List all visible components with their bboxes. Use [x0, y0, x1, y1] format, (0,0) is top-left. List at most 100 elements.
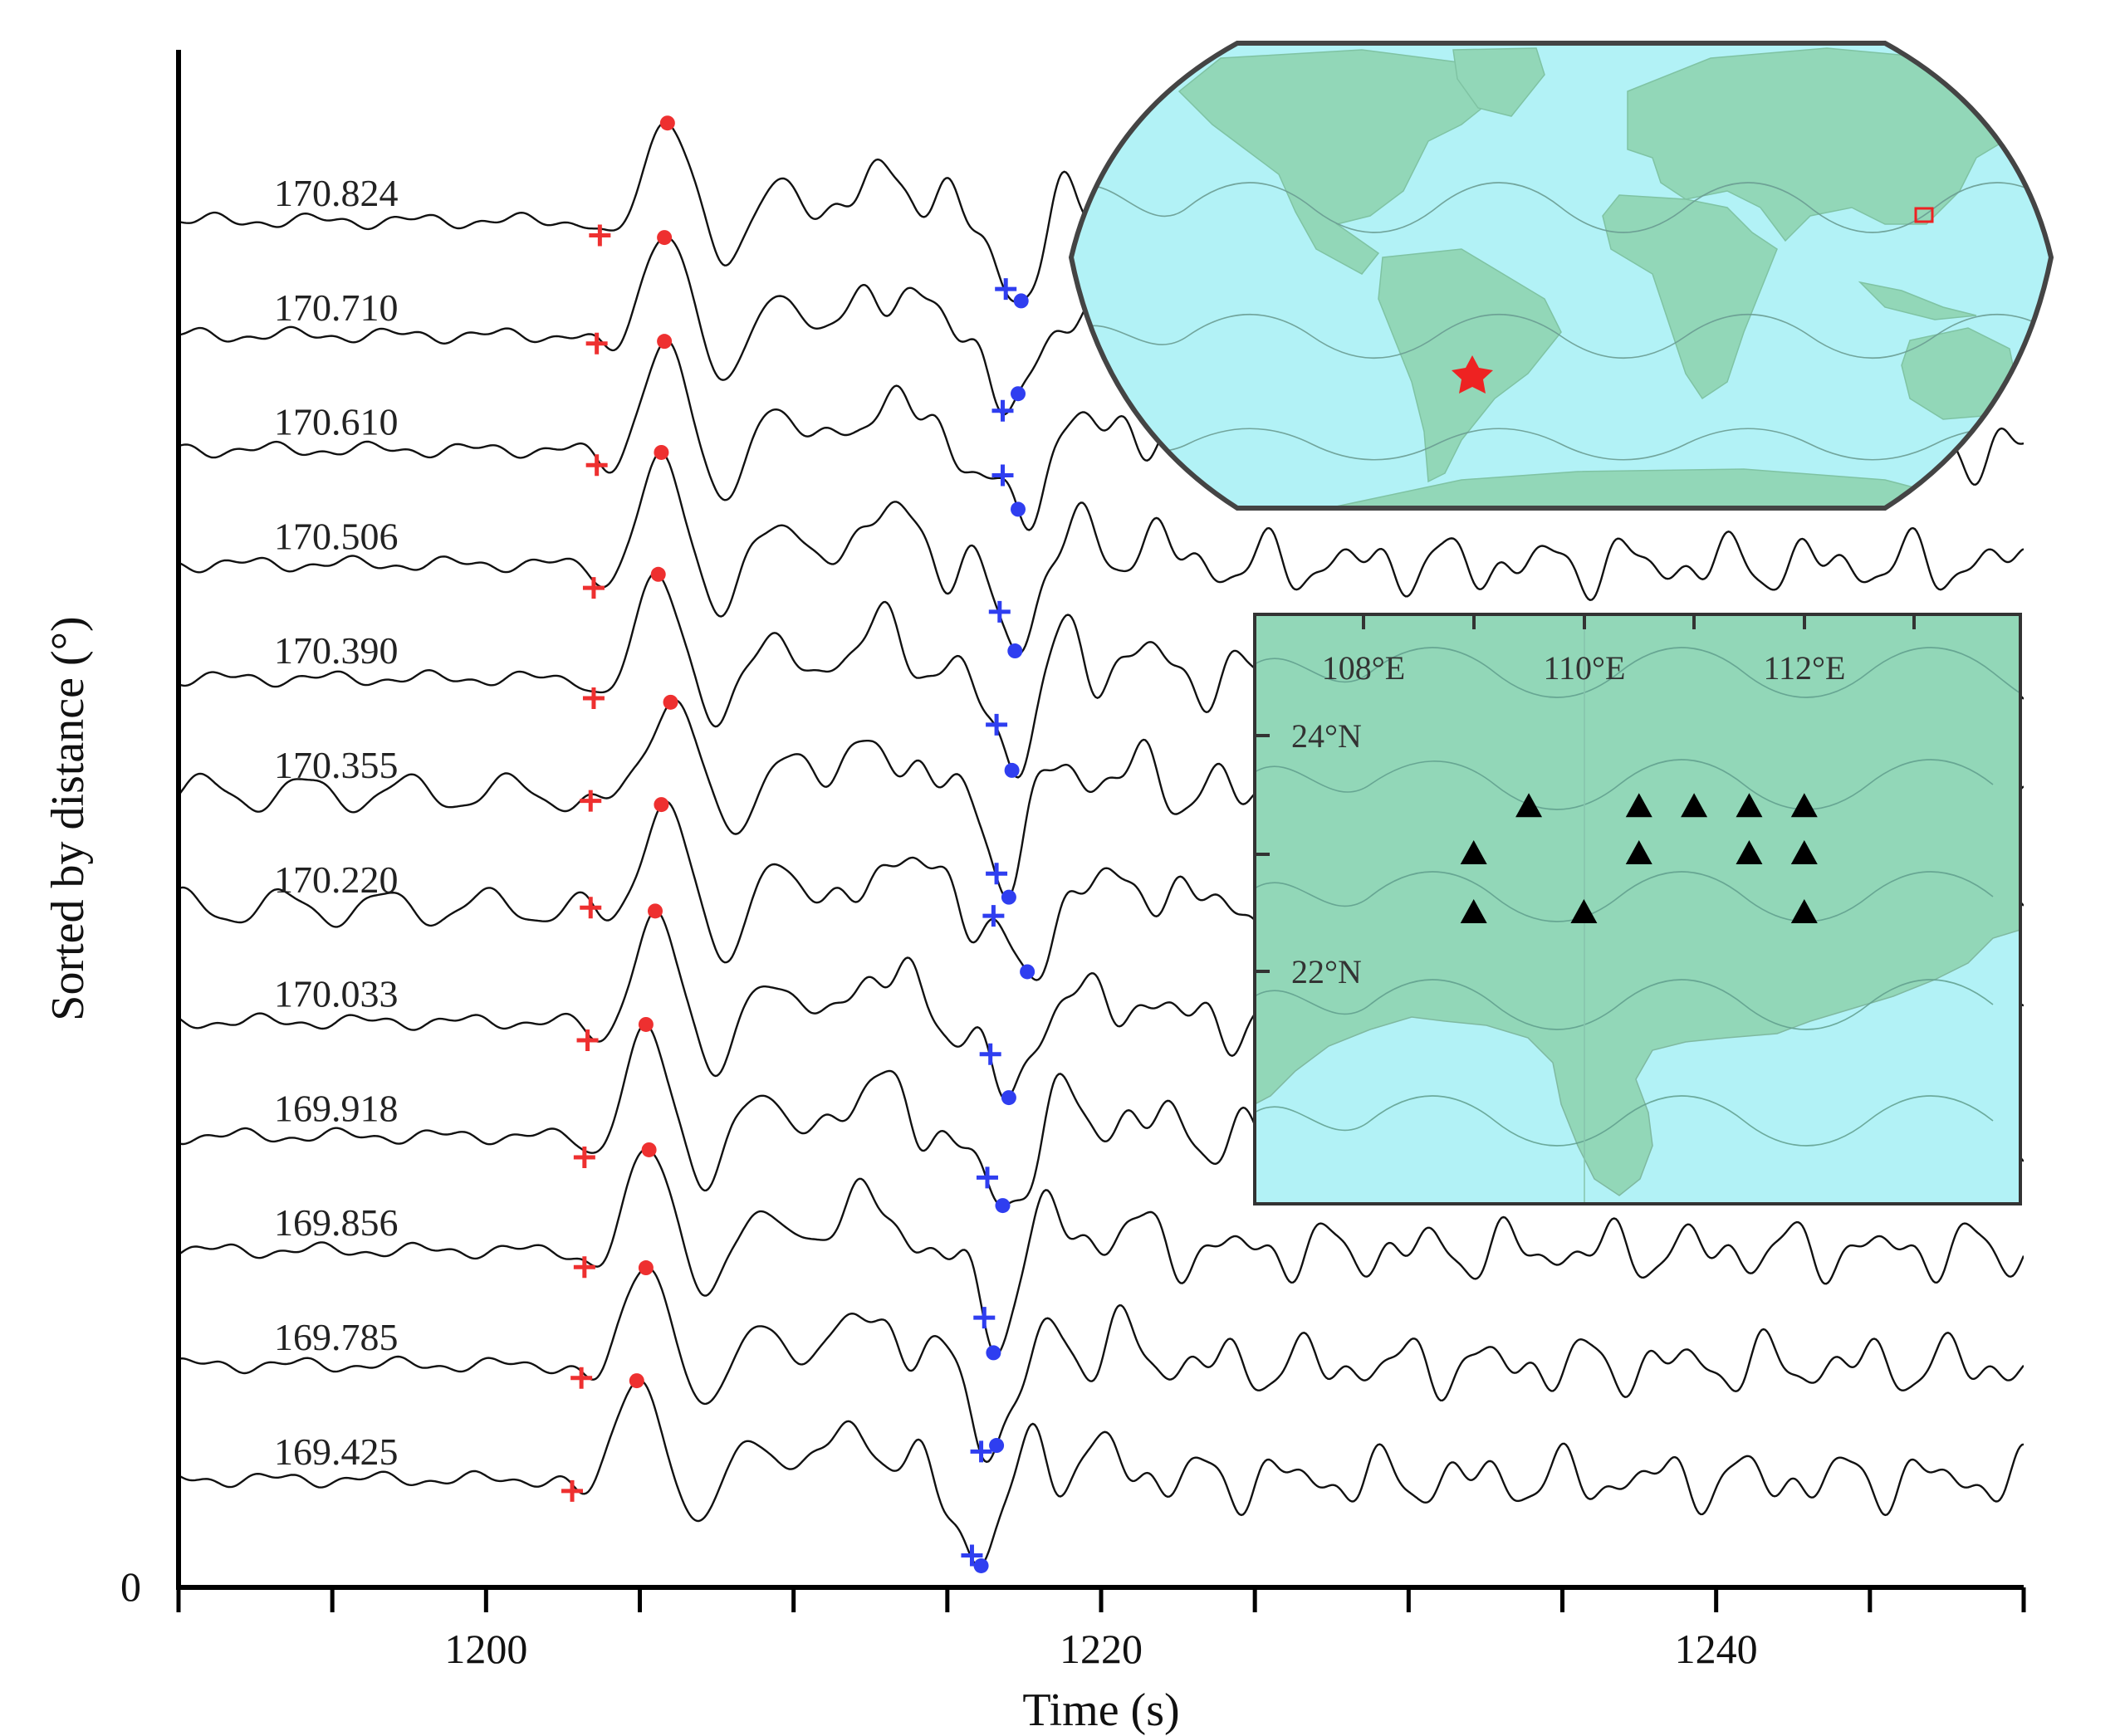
distance-label-169.918: 169.918: [274, 1087, 399, 1129]
blue-trough-marker: [1004, 762, 1020, 778]
x-tick-label-1220: 1220: [1060, 1626, 1143, 1672]
y-tick-label-0: 0: [120, 1563, 141, 1610]
blue-pick-marker: [979, 1043, 1001, 1065]
station-triangle-icon: [1460, 899, 1487, 923]
trace-line-169.856: [179, 1148, 2024, 1356]
red-peak-marker: [657, 334, 673, 350]
blue-trough-marker: [1001, 1090, 1016, 1106]
indonesia-shape: [1858, 281, 1977, 320]
blue-pick-marker: [982, 905, 1005, 927]
station-triangle-icon: [1681, 793, 1708, 818]
lat-label-22: 22°N: [1291, 953, 1362, 990]
distance-label-170.824: 170.824: [274, 172, 399, 214]
blue-trough-marker: [1013, 293, 1029, 309]
blue-pick-marker: [961, 1544, 983, 1567]
africa-shape: [1602, 194, 1778, 400]
blue-pick-marker: [976, 1166, 998, 1189]
blue-pick-marker: [995, 278, 1017, 301]
blue-trough-marker: [973, 1558, 989, 1573]
world-map-inset: [1068, 41, 2054, 511]
distance-label-169.856: 169.856: [274, 1201, 399, 1244]
study-region-box-icon: [1914, 207, 1934, 223]
blue-trough-marker: [1011, 386, 1026, 402]
red-peak-marker: [650, 566, 666, 582]
red-peak-marker: [654, 797, 669, 813]
station-triangle-icon: [1625, 793, 1652, 818]
red-pick-marker: [585, 332, 608, 355]
x-axis-title: Time (s): [1022, 1685, 1179, 1736]
station-triangle-icon: [1736, 840, 1763, 864]
blue-trough-marker: [1007, 643, 1023, 659]
earthquake-star-icon: [1452, 355, 1493, 394]
red-pick-marker: [580, 897, 602, 919]
lon-label-110: 110°E: [1544, 649, 1626, 687]
red-peak-marker: [659, 115, 675, 131]
blue-trough-marker: [986, 1345, 1001, 1361]
station-triangle-icon: [1736, 793, 1763, 818]
trace-line-169.785: [179, 1266, 2024, 1464]
station-markers: [1460, 793, 1818, 923]
station-triangle-icon: [1460, 840, 1487, 864]
distance-label-170.710: 170.710: [274, 286, 399, 329]
red-pick-marker: [585, 454, 608, 477]
greenland-shape: [1452, 47, 1545, 117]
red-pick-marker: [561, 1479, 584, 1502]
blue-pick-marker: [988, 600, 1011, 623]
x-tick-label-1200: 1200: [444, 1626, 527, 1672]
red-peak-marker: [654, 444, 669, 460]
lat-label-24: 24°N: [1291, 717, 1362, 755]
trace-line-169.425: [179, 1378, 2024, 1568]
station-triangle-icon: [1790, 840, 1818, 864]
blue-pick-marker: [991, 464, 1014, 487]
regional-map-inset: 108°E 110°E 112°E 24°N 22°N: [1253, 613, 2022, 1205]
red-peak-marker: [641, 1142, 657, 1157]
red-pick-marker: [573, 1256, 595, 1279]
red-pick-marker: [580, 790, 602, 812]
red-peak-marker: [638, 1016, 654, 1032]
y-axis-title: Sorted by distance (°): [42, 616, 94, 1020]
blue-trough-marker: [995, 1198, 1011, 1214]
x-tick-label-1240: 1240: [1675, 1626, 1758, 1672]
blue-pick-marker: [986, 863, 1008, 885]
blue-trough-marker: [1011, 501, 1026, 517]
distance-label-169.425: 169.425: [274, 1430, 399, 1473]
blue-trough-marker: [1001, 889, 1016, 905]
red-peak-marker: [663, 694, 678, 710]
distance-label-170.355: 170.355: [274, 744, 399, 786]
red-pick-marker: [582, 687, 605, 710]
trace-line-170.506: [179, 451, 2024, 655]
red-pick-marker: [582, 577, 605, 599]
red-pick-marker: [576, 1029, 599, 1051]
distance-label-170.390: 170.390: [274, 629, 399, 672]
regional-land-shape: [1255, 614, 2020, 1196]
blue-pick-marker: [973, 1307, 996, 1329]
lon-label-112: 112°E: [1764, 649, 1846, 687]
blue-pick-marker: [991, 399, 1014, 422]
distance-label-170.033: 170.033: [274, 973, 399, 1015]
red-pick-marker: [570, 1367, 593, 1389]
red-peak-marker: [657, 230, 673, 246]
red-pick-marker: [573, 1146, 595, 1168]
station-triangle-icon: [1790, 899, 1818, 923]
blue-trough-marker: [1020, 964, 1036, 980]
antarctica-shape: [1328, 468, 1994, 508]
red-peak-marker: [629, 1373, 644, 1389]
station-triangle-icon: [1515, 793, 1543, 818]
blue-pick-marker: [970, 1440, 992, 1463]
distance-labels: 170.824 170.710 170.610 170.506 170.390 170.3…: [274, 172, 399, 1473]
lon-label-108: 108°E: [1322, 649, 1405, 687]
red-pick-marker: [589, 224, 611, 247]
station-triangle-icon: [1625, 840, 1652, 864]
station-triangle-icon: [1790, 793, 1818, 818]
station-triangle-icon: [1570, 899, 1598, 923]
blue-pick-marker: [986, 713, 1008, 736]
distance-label-170.220: 170.220: [274, 858, 399, 901]
distance-label-170.506: 170.506: [274, 515, 399, 557]
blue-trough-marker: [989, 1438, 1005, 1454]
distance-label-170.610: 170.610: [274, 401, 399, 443]
x-axis-ticks: 1200 1220 1240: [176, 1587, 2026, 1672]
red-peak-marker: [638, 1260, 654, 1276]
distance-label-169.785: 169.785: [274, 1316, 399, 1358]
red-peak-marker: [648, 903, 663, 919]
